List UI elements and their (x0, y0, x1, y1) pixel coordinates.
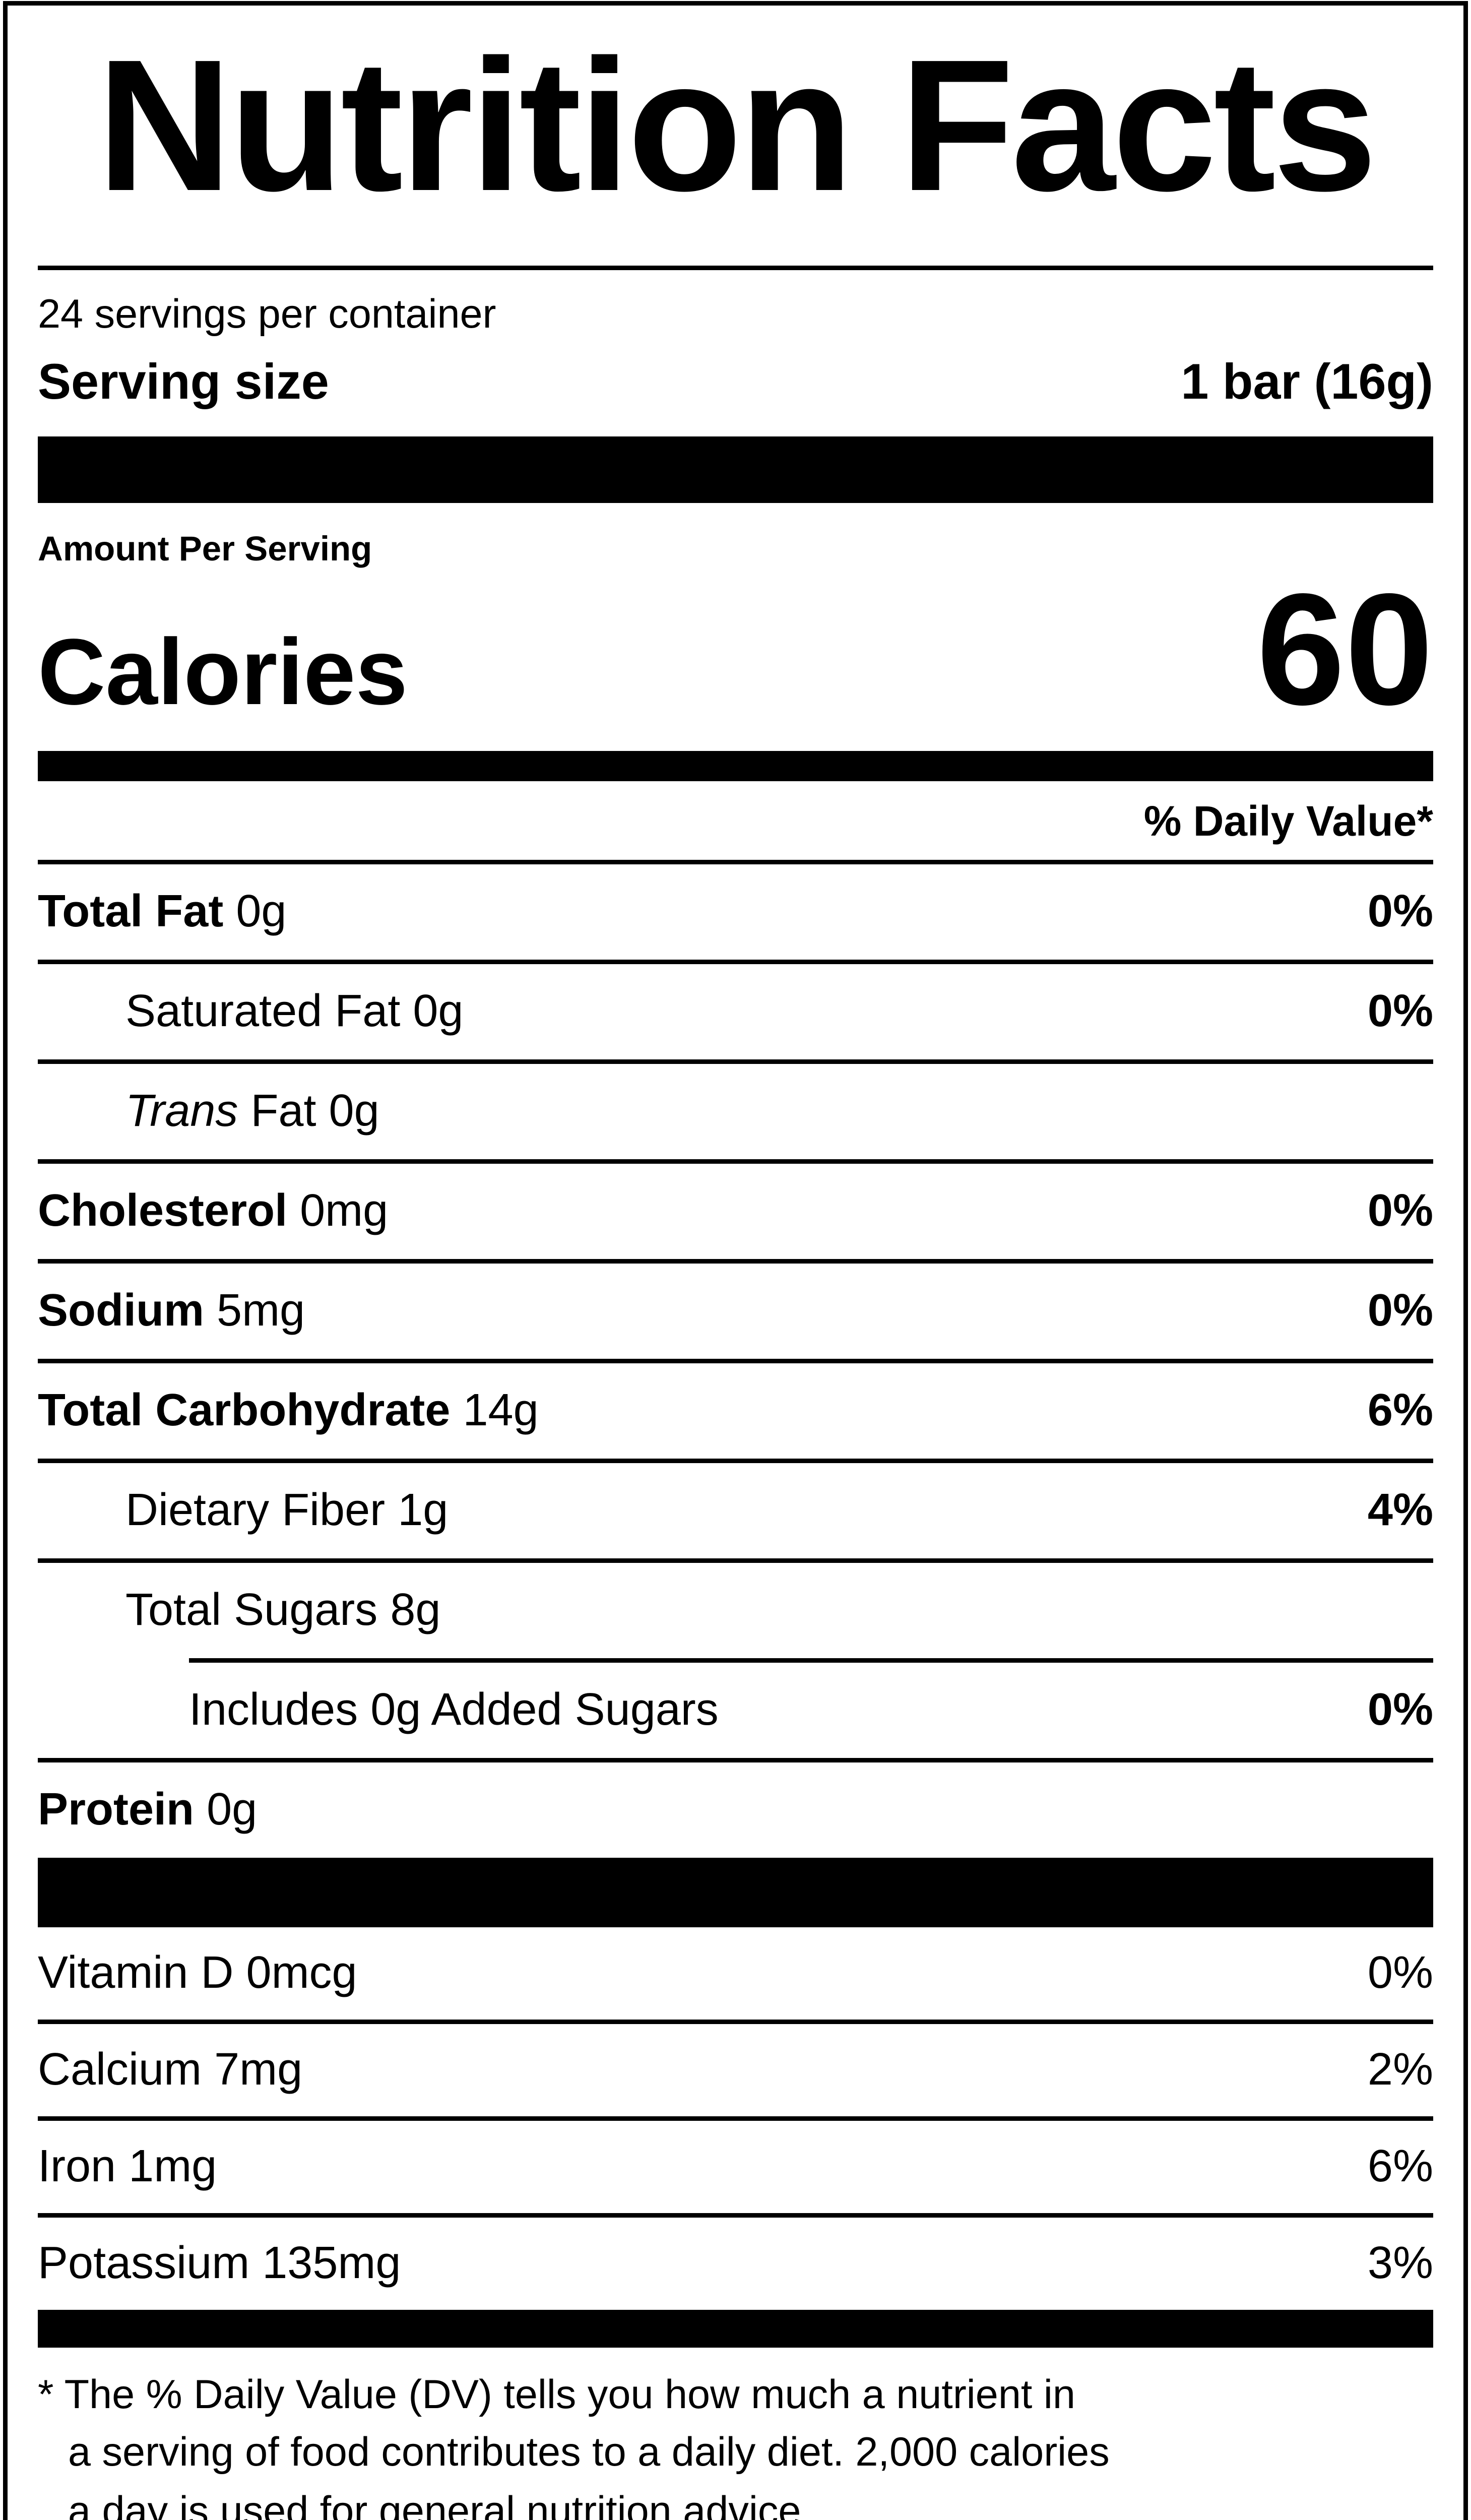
nutrient-row-protein: Protein 0g (38, 1758, 1433, 1858)
vitamin-row-vitamin-d: Vitamin D 0mcg 0% (38, 1927, 1433, 2025)
nutrient-amount: 0g (236, 887, 287, 937)
footnote-line: a serving of food contributes to a daily… (68, 2430, 1110, 2476)
nutrient-amount: 0g (207, 1785, 258, 1836)
nutrient-row-dietary-fiber: Dietary Fiber 1g 4% (38, 1463, 1433, 1563)
nutrient-dv: 0% (1367, 987, 1433, 1037)
nutrient-row-trans-fat: Trans Fat 0g (38, 1064, 1433, 1164)
amount-per-serving-label: Amount Per Serving (38, 528, 372, 568)
nutrient-dv: 0% (1367, 1286, 1433, 1337)
label-title: Nutrition Facts (97, 22, 1377, 231)
title-separator (38, 265, 1433, 270)
servings-per-container: 24 servings per container (38, 291, 496, 337)
nutrient-name: Fat (250, 1087, 316, 1137)
nutrient-name: Total Fat (38, 887, 224, 937)
vitamin-amount: 1mg (129, 2142, 217, 2192)
vitamin-amount: 7mg (214, 2045, 303, 2096)
daily-value-header: % Daily Value* (38, 781, 1433, 865)
nutrient-amount: 0mg (300, 1186, 389, 1237)
nutrient-amount: 0g (329, 1087, 379, 1137)
calories-row: Calories 60 (38, 561, 1433, 739)
serving-size-row: Serving size 1 bar (16g) (38, 344, 1433, 433)
vitamin-dv: 0% (1367, 1948, 1433, 1999)
thick-bar-top (38, 436, 1433, 503)
vitamin-name: Potassium (38, 2239, 250, 2289)
nutrient-amount: 5mg (217, 1286, 305, 1337)
nutrient-dv: 0% (1367, 1685, 1433, 1736)
nutrient-row-sodium: Sodium 5mg 0% (38, 1264, 1433, 1364)
nutrient-row-cholesterol: Cholesterol 0mg 0% (38, 1164, 1433, 1264)
vitamin-dv: 6% (1367, 2142, 1433, 2192)
nutrient-dv: 0% (1367, 1186, 1433, 1237)
nutrient-name: Sodium (38, 1286, 204, 1337)
vitamin-name: Vitamin D (38, 1948, 234, 1999)
serving-size-label: Serving size (38, 353, 329, 409)
nutrient-dv: 0% (1367, 887, 1433, 937)
calories-value: 60 (1256, 561, 1433, 739)
nutrient-amount: 1g (398, 1486, 449, 1536)
nutrient-name: Protein (38, 1785, 195, 1836)
nutrient-row-saturated-fat: Saturated Fat 0g 0% (38, 964, 1433, 1064)
nutrient-name: Dietary Fiber (125, 1486, 386, 1536)
footnote: * The % Daily Value (DV) tells you how m… (38, 2366, 1433, 2520)
nutrient-row-total-fat: Total Fat 0g 0% (38, 864, 1433, 965)
vitamin-dv: 2% (1367, 2045, 1433, 2096)
nutrient-dv: 6% (1367, 1386, 1433, 1436)
serving-size-value: 1 bar (16g) (1181, 353, 1433, 409)
vitamin-dv: 3% (1367, 2239, 1433, 2289)
nutrient-row-total-carbohydrate: Total Carbohydrate 14g 6% (38, 1363, 1433, 1464)
nutrient-name: Saturated Fat (125, 987, 401, 1037)
nutrient-name: Total Sugars (125, 1586, 378, 1636)
vitamin-amount: 135mg (262, 2239, 401, 2289)
nutrient-row-total-sugars: Total Sugars 8g (38, 1563, 1433, 1658)
vitamin-name: Calcium (38, 2045, 202, 2096)
vitamin-row-potassium: Potassium 135mg 3% (38, 2218, 1433, 2310)
vitamin-row-iron: Iron 1mg 6% (38, 2121, 1433, 2218)
footnote-line: a day is used for general nutrition advi… (68, 2488, 812, 2520)
thick-bar-footnote (38, 2310, 1433, 2348)
nutrient-name: Total Carbohydrate (38, 1386, 451, 1436)
calories-label: Calories (38, 620, 408, 725)
nutrient-amount: 14g (463, 1386, 539, 1436)
nutrient-amount: 0g (413, 987, 464, 1037)
nutrient-name: Cholesterol (38, 1186, 288, 1237)
nutrient-row-added-sugars: Includes 0g Added Sugars 0% (189, 1658, 1433, 1758)
thick-bar-calories (38, 750, 1433, 781)
vitamin-amount: 0mcg (246, 1948, 357, 1999)
nutrient-dv: 4% (1367, 1486, 1433, 1536)
nutrient-name: Includes 0g Added Sugars (189, 1685, 719, 1736)
nutrient-amount: 8g (390, 1586, 441, 1636)
vitamin-row-calcium: Calcium 7mg 2% (38, 2024, 1433, 2121)
nutrient-name-italic: Trans (125, 1087, 238, 1137)
vitamin-name: Iron (38, 2142, 116, 2192)
thick-bar-vitamins (38, 1858, 1433, 1928)
nutrition-facts-label: Nutrition Facts 24 servings per containe… (3, 1, 1468, 2520)
footnote-line: * The % Daily Value (DV) tells you how m… (38, 2372, 1075, 2418)
